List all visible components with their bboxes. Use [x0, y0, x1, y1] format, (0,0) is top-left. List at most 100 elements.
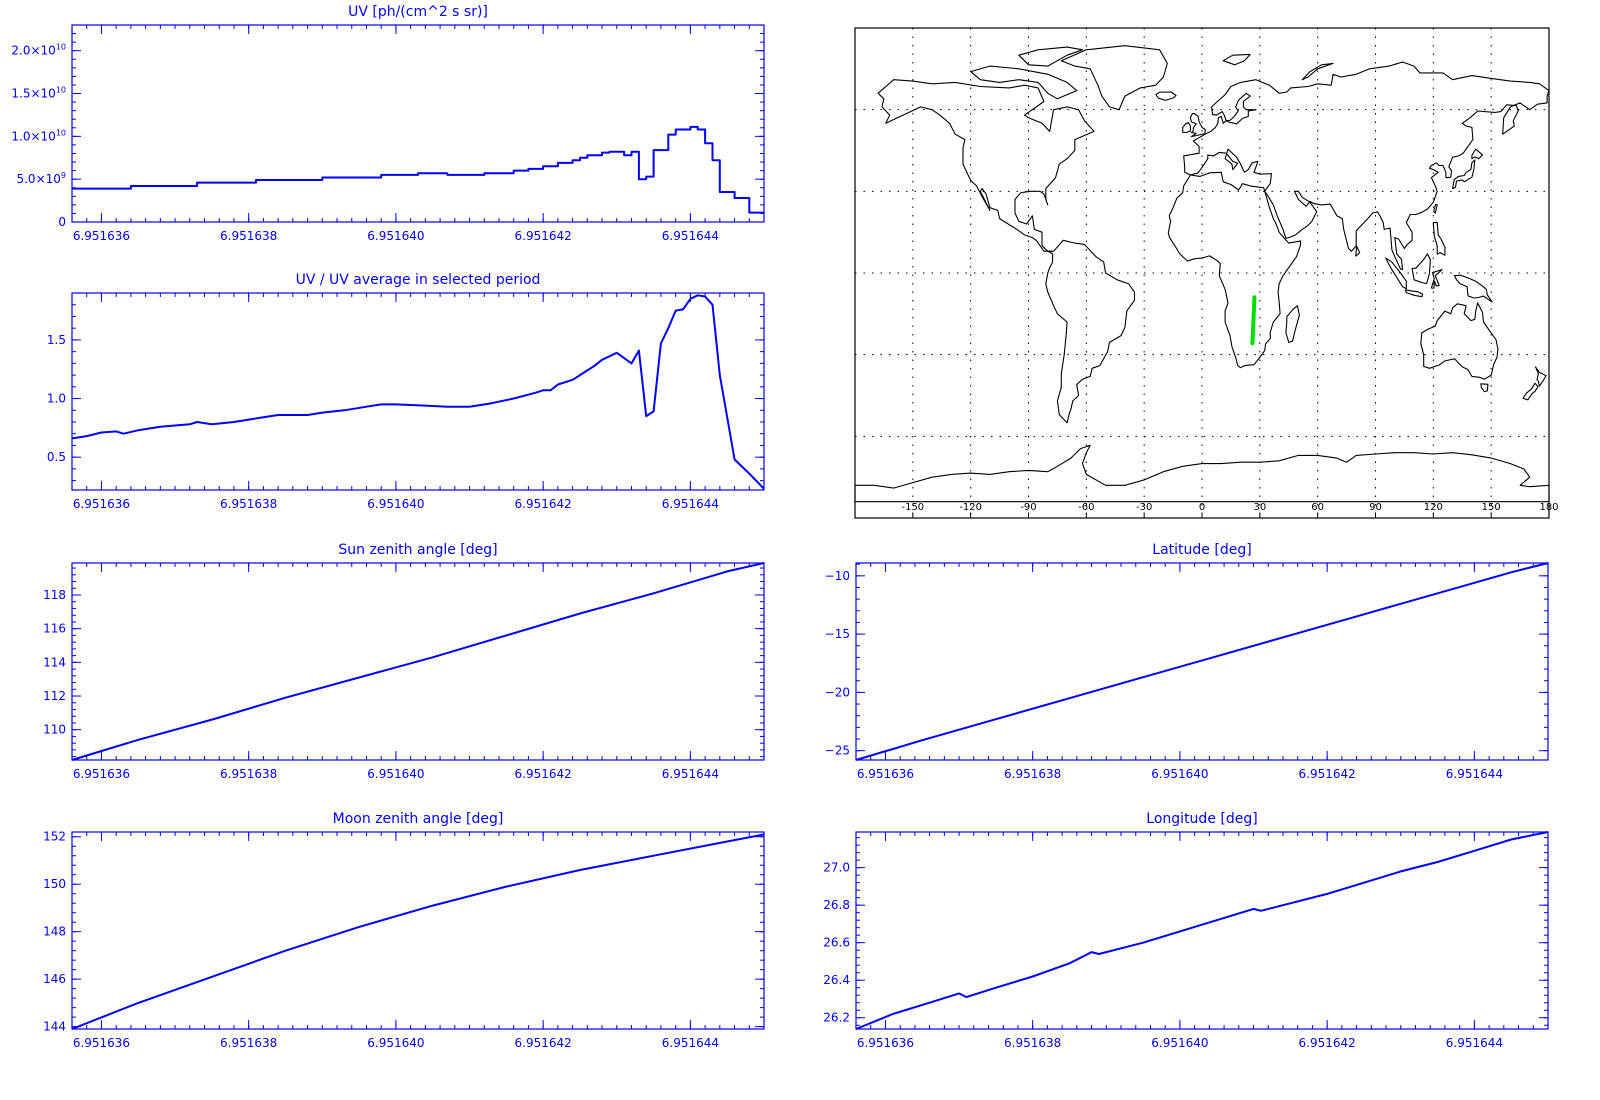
- plot-frame: [71, 292, 765, 491]
- y-tick-label-base: 146: [43, 972, 66, 986]
- data-line: [71, 294, 765, 490]
- map-x-tick-label: 90: [1369, 502, 1382, 513]
- y-tick-label: 1.5: [47, 333, 66, 347]
- x-tick-label: 6.951638: [220, 229, 277, 243]
- y-tick-label-base: 1.0×10: [11, 129, 55, 143]
- y-tick-label: 5.0×109: [16, 171, 66, 186]
- taiwan-outline: [1433, 203, 1438, 214]
- madagascar-outline: [1285, 305, 1300, 343]
- y-tick-label: 114: [43, 655, 66, 669]
- y-tick-label-base: 152: [43, 830, 66, 844]
- y-tick-label-base: 148: [43, 925, 66, 939]
- map-x-tick-label: 120: [1424, 502, 1443, 513]
- philippines-outline: [1432, 222, 1446, 256]
- sri-lanka-outline: [1355, 245, 1361, 257]
- tasmania-outline: [1480, 383, 1489, 393]
- new-zealand-north-outline: [1534, 366, 1547, 387]
- y-tick-label-base: 26.6: [823, 936, 850, 950]
- chart-title: Latitude [deg]: [1152, 542, 1251, 558]
- satellite-track: [1250, 295, 1257, 346]
- y-tick-label: 148: [43, 925, 66, 939]
- x-tick-label: 6.951642: [515, 767, 572, 781]
- y-tick-label-base: 1.5×10: [11, 87, 55, 101]
- y-tick-label-base: 26.8: [823, 898, 850, 912]
- north-america-outline: [877, 79, 1095, 252]
- map-x-tick-label: 150: [1482, 502, 1501, 513]
- uv-ratio-chart: UV / UV average in selected period 6.9516…: [47, 272, 765, 511]
- japan-outline: [1452, 159, 1476, 190]
- y-tick-label-base: −10: [825, 569, 850, 583]
- great-britain-outline: [1189, 112, 1206, 138]
- map-x-tick-label: -90: [1020, 502, 1036, 513]
- y-tick-label: 152: [43, 830, 66, 844]
- ireland-outline: [1182, 122, 1191, 134]
- map-x-tick-label: 30: [1253, 502, 1266, 513]
- x-tick-label: 6.951638: [1004, 1036, 1061, 1050]
- map-x-tick-label: -120: [959, 502, 982, 513]
- y-tick-label-base: 150: [43, 877, 66, 891]
- y-tick-label: 0: [58, 215, 66, 229]
- map-x-tick-label: 180: [1539, 502, 1558, 513]
- x-tick-label: 6.951644: [662, 1036, 719, 1050]
- chart-title: UV [ph/(cm^2 s sr)]: [348, 4, 488, 20]
- y-tick-label: 118: [43, 588, 66, 602]
- eurasia-outline: [1183, 61, 1550, 271]
- x-tick-label: 6.951642: [1299, 1036, 1356, 1050]
- y-tick-label-base: 144: [43, 1020, 66, 1034]
- map-x-tick-label: 60: [1311, 502, 1324, 513]
- new-zealand-south-outline: [1522, 382, 1539, 401]
- x-tick-label: 6.951636: [857, 767, 914, 781]
- x-tick-label: 6.951636: [857, 1036, 914, 1050]
- map-x-tick-label: -30: [1136, 502, 1152, 513]
- arctic-islands-outline: [970, 65, 1078, 100]
- x-tick-label: 6.951636: [73, 497, 130, 511]
- chart-title: UV / UV average in selected period: [296, 272, 541, 288]
- x-tick-label: 6.951640: [367, 767, 424, 781]
- x-tick-label: 6.951638: [220, 767, 277, 781]
- y-tick-label-base: 26.4: [823, 973, 850, 987]
- plot-frame: [855, 562, 1549, 761]
- x-tick-label: 6.951644: [662, 229, 719, 243]
- y-tick-label-base: 26.2: [823, 1011, 850, 1025]
- y-tick-label-base: −25: [825, 744, 850, 758]
- y-tick-label: 26.6: [823, 936, 850, 950]
- world-map-panel: -150 -120 -90 -60 -30 0 30 60 90 120 150 180: [854, 27, 1559, 519]
- y-tick-label: −10: [825, 569, 850, 583]
- baltic-outline: [1225, 92, 1257, 125]
- y-tick-label: 144: [43, 1020, 66, 1034]
- x-tick-label: 6.951638: [220, 497, 277, 511]
- y-tick-label-base: 5.0×10: [16, 172, 60, 186]
- x-tick-label: 6.951638: [1004, 767, 1061, 781]
- map-x-tick-label: 0: [1199, 502, 1205, 513]
- y-tick-label-base: 116: [43, 622, 66, 636]
- x-tick-label: 6.951636: [73, 229, 130, 243]
- x-tick-label: 6.951642: [515, 1036, 572, 1050]
- hokkaido-outline: [1471, 148, 1484, 160]
- y-tick-label-base: 118: [43, 588, 66, 602]
- uv-chart: UV [ph/(cm^2 s sr)] 6.951636 6.951638 6.951…: [11, 4, 765, 243]
- y-tick-label: −20: [825, 685, 850, 699]
- x-tick-label: 6.951640: [367, 229, 424, 243]
- y-tick-label-base: 114: [43, 655, 66, 669]
- x-tick-label: 6.951642: [515, 497, 572, 511]
- chart-title: Longitude [deg]: [1146, 811, 1257, 827]
- y-tick-label-exponent: 10: [56, 128, 66, 137]
- map-x-tick-label: -150: [901, 502, 924, 513]
- y-tick-label-base: −20: [825, 685, 850, 699]
- y-tick-label: 146: [43, 972, 66, 986]
- ellesmere-outline: [1018, 46, 1084, 67]
- y-tick-label-exponent: 9: [61, 171, 66, 180]
- x-tick-label: 6.951640: [1151, 1036, 1208, 1050]
- y-tick-label: 0.5: [47, 450, 66, 464]
- x-tick-label: 6.951640: [367, 1036, 424, 1050]
- x-tick-label: 6.951640: [367, 497, 424, 511]
- x-tick-label: 6.951636: [73, 1036, 130, 1050]
- y-tick-label: 26.4: [823, 973, 850, 987]
- java-outline: [1404, 289, 1424, 298]
- x-tick-label: 6.951644: [1446, 1036, 1503, 1050]
- y-tick-label: 1.0×1010: [11, 128, 66, 143]
- x-tick-label: 6.951644: [662, 497, 719, 511]
- data-line: [71, 562, 765, 761]
- chart-title: Sun zenith angle [deg]: [338, 542, 497, 558]
